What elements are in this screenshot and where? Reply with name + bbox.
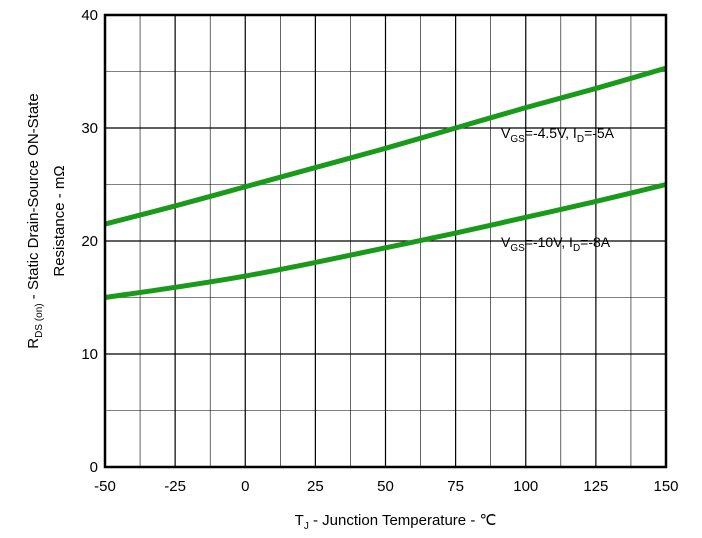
x-tick-label: 25 [307, 478, 324, 495]
x-axis-title: TJ - Junction Temperature - ℃ [295, 512, 497, 532]
tick-labels: -50 -25 0 25 50 75 100 125 150 0 10 20 30 40 [81, 7, 678, 495]
series-label-part: =-5A [584, 125, 615, 141]
x-tick-label: 100 [513, 478, 538, 495]
series-label-2: VGS=-10V, ID=-8A [501, 234, 611, 254]
series-label-part: GS [510, 134, 525, 145]
y-axis-title-line2: Resistance - mΩ [51, 165, 68, 276]
series-label-1: VGS=-4.5V, ID=-5A [501, 125, 615, 145]
x-tick-label: -25 [164, 478, 186, 495]
y-axis-title-sub: DS (on) [34, 303, 45, 337]
series-label-part: =-10V, I [525, 234, 573, 250]
y-tick-label: 20 [81, 233, 98, 250]
y-axis-title-main: R [25, 338, 42, 349]
series-line-2 [104, 182, 667, 300]
x-tick-label: -50 [94, 478, 116, 495]
x-tick-label: 75 [447, 478, 464, 495]
y-tick-label: 0 [90, 459, 98, 476]
y-axis-title-line1: RDS (on) - Static Drain-Source ON-State [25, 93, 45, 348]
series-line-1 [104, 65, 667, 227]
series-lines [104, 65, 667, 300]
plot-frame [103, 13, 668, 469]
x-axis-title-rest: - Junction Temperature - ℃ [309, 512, 496, 529]
x-axis-title-sub: J [304, 521, 309, 532]
series-label-part: V [501, 234, 511, 250]
series-label-part: D [577, 134, 584, 145]
x-tick-label: 150 [653, 478, 678, 495]
series-label-part: =-4.5V, I [525, 125, 577, 141]
x-axis-title-main: T [295, 512, 304, 529]
series-label-part: D [573, 243, 580, 254]
series-label-part: V [501, 125, 511, 141]
x-tick-label: 125 [583, 478, 608, 495]
x-tick-label: 50 [377, 478, 394, 495]
series-label-part: GS [510, 243, 525, 254]
y-axis-title-rest: - Static Drain-Source ON-State [25, 93, 42, 303]
y-tick-label: 40 [81, 7, 98, 24]
y-tick-label: 30 [81, 120, 98, 137]
x-tick-label: 0 [241, 478, 249, 495]
y-tick-label: 10 [81, 346, 98, 363]
series-label-part: =-8A [580, 234, 611, 250]
